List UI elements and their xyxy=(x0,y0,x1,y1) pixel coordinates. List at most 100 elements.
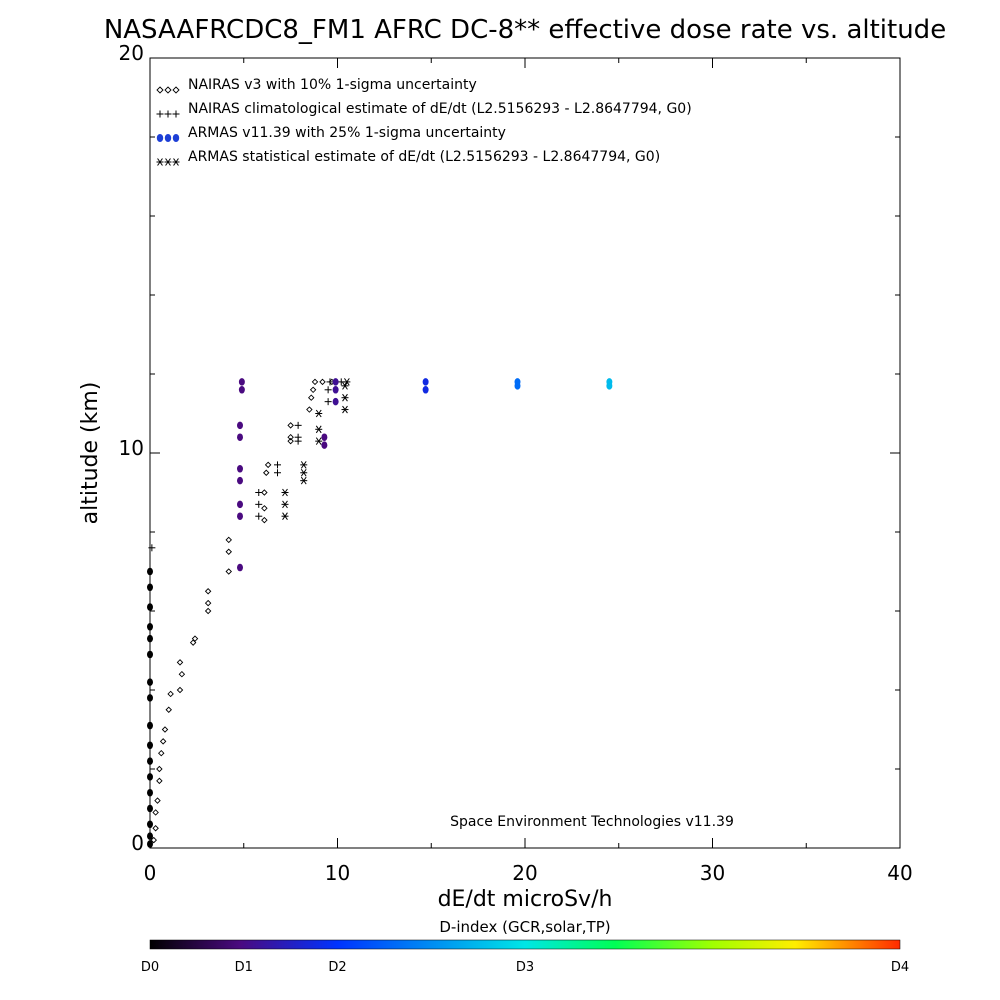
series-diamond xyxy=(150,378,336,844)
asterisk-marker xyxy=(315,425,323,434)
diamond-marker xyxy=(319,378,326,386)
axis-tick-labels: 0 10 20 30 40 0 10 20 xyxy=(119,41,913,885)
diamond-marker xyxy=(225,536,232,544)
colorbar-title: D-index (GCR,solar,TP) xyxy=(439,918,610,936)
dot-marker xyxy=(147,820,153,829)
plus-marker xyxy=(294,433,302,441)
plus-marker xyxy=(324,386,332,394)
diamond-marker xyxy=(167,690,174,698)
diamond-marker xyxy=(191,635,199,642)
dot-marker xyxy=(237,465,243,473)
dot-marker xyxy=(147,832,153,840)
diamond-marker xyxy=(178,670,186,678)
asterisk-marker xyxy=(343,378,351,386)
diamond-marker xyxy=(287,433,294,441)
diamond-marker xyxy=(152,809,159,816)
dot-marker xyxy=(147,623,153,631)
dot-marker xyxy=(237,512,243,520)
dot-marker xyxy=(237,421,243,430)
dot-marker xyxy=(237,563,243,572)
plus-marker xyxy=(164,110,172,118)
legend-item: NAIRAS v3 with 10% 1-sigma uncertainty xyxy=(156,77,477,94)
diamond-marker xyxy=(156,765,163,773)
plus-marker xyxy=(255,500,263,508)
dot-marker xyxy=(332,378,339,386)
annotation: Space Environment Technologies v11.39 xyxy=(450,814,734,830)
dot-marker xyxy=(147,583,153,592)
dot-marker xyxy=(606,378,613,386)
asterisk-marker xyxy=(281,512,289,520)
diamond-marker xyxy=(172,86,180,94)
colorbar-labels: D0 D1 D2 D3 D4 xyxy=(141,960,909,975)
data-points xyxy=(147,378,613,848)
x-tick-label: 40 xyxy=(887,861,912,885)
diamond-marker xyxy=(156,86,164,94)
asterisk-marker xyxy=(300,476,308,485)
dot-marker xyxy=(147,741,153,750)
diamond-marker xyxy=(309,386,317,394)
legend-item: NAIRAS climatological estimate of dE/dt … xyxy=(156,101,692,118)
plus-marker xyxy=(255,512,263,520)
dot-marker xyxy=(164,134,172,142)
diamond-marker xyxy=(261,505,268,512)
series-plus xyxy=(148,378,345,552)
dot-marker xyxy=(147,788,153,797)
diamond-marker xyxy=(164,86,172,94)
y-tick-label: 20 xyxy=(119,41,144,65)
diamond-marker xyxy=(156,777,163,785)
diamond-marker xyxy=(161,726,169,733)
legend-label: NAIRAS v3 with 10% 1-sigma uncertainty xyxy=(188,77,477,93)
dot-marker xyxy=(147,650,153,659)
dot-marker xyxy=(147,840,153,848)
dot-marker xyxy=(156,134,164,142)
dot-marker xyxy=(172,134,180,142)
y-tick-label: 10 xyxy=(119,436,144,460)
diamond-marker xyxy=(287,437,294,445)
asterisk-marker xyxy=(172,158,180,166)
colorbar-label: D4 xyxy=(891,960,909,975)
colorbar-label: D0 xyxy=(141,960,159,975)
legend-label: ARMAS v11.39 with 25% 1-sigma uncertaint… xyxy=(188,125,506,141)
plus-marker xyxy=(255,489,263,496)
x-tick-label: 10 xyxy=(325,861,350,885)
diamond-marker xyxy=(176,686,184,694)
plus-marker xyxy=(294,421,302,429)
diamond-marker xyxy=(225,568,232,575)
diamond-marker xyxy=(165,706,172,713)
legend-label: NAIRAS climatological estimate of dE/dt … xyxy=(188,101,692,117)
diamond-marker xyxy=(154,797,161,804)
diamond-marker xyxy=(152,825,159,832)
dot-marker xyxy=(147,804,153,813)
asterisk-marker xyxy=(164,158,172,166)
x-axis-label: dE/dt microSv/h xyxy=(438,887,613,912)
y-axis-label: altitude (km) xyxy=(78,382,103,525)
asterisk-marker xyxy=(300,461,308,469)
asterisk-marker xyxy=(315,437,323,445)
diamond-marker xyxy=(263,469,270,476)
dot-marker xyxy=(321,441,328,449)
dot-marker xyxy=(238,386,245,394)
colorbar-label: D1 xyxy=(235,960,253,975)
diamond-marker xyxy=(204,588,212,595)
colorbar xyxy=(149,939,901,950)
dot-marker xyxy=(147,634,153,643)
asterisk-marker xyxy=(341,393,349,402)
legend-item: ARMAS statistical estimate of dE/dt (L2.… xyxy=(156,149,660,166)
plus-marker xyxy=(172,110,180,118)
asterisk-marker xyxy=(341,382,349,390)
asterisk-marker xyxy=(156,158,164,166)
asterisk-marker xyxy=(281,500,289,509)
dot-marker xyxy=(237,433,243,441)
dot-marker xyxy=(147,757,153,765)
diamond-marker xyxy=(150,836,157,844)
dot-marker xyxy=(321,433,328,441)
diamond-marker xyxy=(261,489,268,496)
dot-marker xyxy=(147,603,153,611)
legend: NAIRAS v3 with 10% 1-sigma uncertainty NA… xyxy=(156,77,692,166)
dot-marker xyxy=(147,678,153,686)
dot-marker xyxy=(332,397,339,406)
dot-marker xyxy=(237,476,243,485)
dot-marker xyxy=(422,378,429,386)
chart-title: NASAAFRCDC8_FM1 AFRC DC-8** effective do… xyxy=(104,15,946,45)
colorbar-label: D2 xyxy=(328,960,346,975)
